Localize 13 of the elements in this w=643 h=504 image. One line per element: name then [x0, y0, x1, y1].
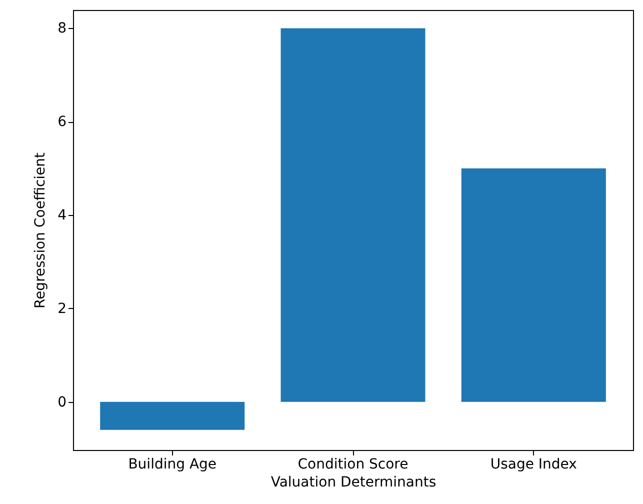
- y-tick-label: 2: [58, 300, 66, 317]
- bar: [100, 402, 245, 430]
- y-axis-title: Regression Coefficient: [32, 152, 49, 309]
- bar: [461, 168, 606, 402]
- y-tick-label: 6: [58, 114, 67, 130]
- x-tick-label: Building Age: [128, 456, 217, 472]
- bar: [280, 28, 426, 402]
- x-tick-label: Usage Index: [490, 456, 577, 472]
- x-axis-title: Valuation Determinants: [270, 474, 436, 490]
- y-tick-label: 4: [58, 208, 67, 224]
- y-tick-label: 0: [58, 394, 66, 410]
- x-tick-label: Condition Score: [298, 456, 408, 472]
- y-tick-label: 8: [58, 20, 66, 37]
